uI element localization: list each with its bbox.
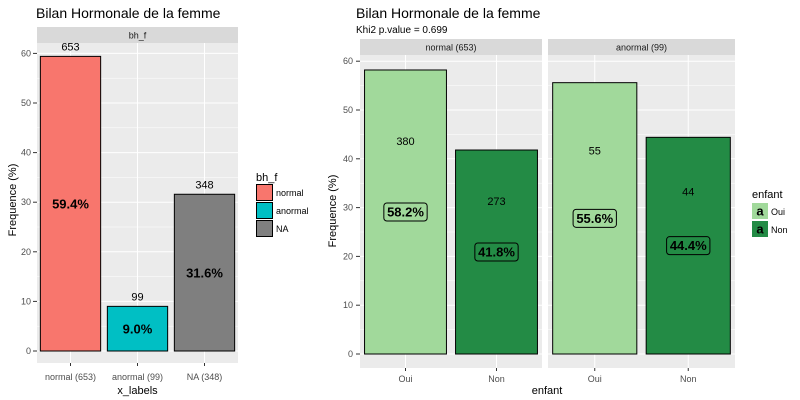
left-y-tick-label: 50 bbox=[21, 98, 31, 108]
left-title: Bilan Hormonale de la femme bbox=[36, 5, 221, 21]
left-legend-title: bh_f bbox=[256, 172, 278, 184]
left-x-ticks: normal (653) anormal (99) NA (348) bbox=[45, 363, 222, 382]
left-bar-pct-label: 31.6% bbox=[186, 266, 223, 281]
right-y-tick-label: 30 bbox=[343, 203, 353, 213]
right-bar-0-non-count-label: 273 bbox=[487, 196, 505, 208]
left-bar-1 bbox=[106, 305, 169, 352]
right-bar-1-oui bbox=[552, 82, 638, 355]
right-x-tick-label: Oui bbox=[398, 374, 412, 384]
right-y-tick-label: 0 bbox=[348, 349, 353, 359]
right-x-tick-label: Non bbox=[680, 374, 697, 384]
left-x-tick-label: NA (348) bbox=[187, 372, 223, 382]
right-bar-1-oui-count-label: 55 bbox=[589, 146, 601, 158]
right-legend-label: Non bbox=[771, 225, 788, 235]
left-x-tick-label: anormal (99) bbox=[112, 372, 163, 382]
left-legend-label: NA bbox=[276, 224, 289, 234]
left-y-ticks: 0 10 20 30 40 50 60 bbox=[21, 48, 37, 356]
right-subtitle: Khi2 p.value = 0.699 bbox=[356, 25, 448, 36]
right-y-axis-title: Frequence (%) bbox=[327, 175, 339, 248]
left-y-tick-label: 0 bbox=[26, 346, 31, 356]
left-legend-label: normal bbox=[276, 188, 304, 198]
left-bar-0 bbox=[39, 55, 102, 352]
right-bars: 380 58.2% 273 41.8% 55 55.6% 44 44.4% bbox=[364, 69, 731, 355]
right-y-tick-label: 10 bbox=[343, 300, 353, 310]
right-bar-1-oui-label-box bbox=[572, 208, 617, 228]
right-y-tick-label: 50 bbox=[343, 105, 353, 115]
left-x-tick-label: normal (653) bbox=[45, 372, 96, 382]
right-x-tick-label: Oui bbox=[588, 374, 602, 384]
left-legend-key-normal bbox=[256, 184, 273, 201]
left-y-tick-label: 10 bbox=[21, 296, 31, 306]
right-legend-title: enfant bbox=[752, 189, 783, 201]
left-legend: normal anormal NA bbox=[256, 184, 309, 237]
right-chart: Bilan Hormonale de la femme Khi2 p.value… bbox=[327, 5, 788, 397]
left-bar-count-label: 653 bbox=[61, 41, 79, 53]
right-facet-strip-anormal bbox=[548, 39, 735, 55]
right-y-tick-label: 40 bbox=[343, 154, 353, 164]
left-legend-key-na bbox=[256, 220, 273, 237]
right-facet-label-anormal: anormal (99) bbox=[616, 43, 667, 53]
right-bar-1-non bbox=[645, 136, 731, 355]
left-y-tick-label: 60 bbox=[21, 48, 31, 58]
right-bar-1-non-label-box bbox=[666, 236, 711, 256]
left-y-tick-label: 20 bbox=[21, 247, 31, 257]
right-title: Bilan Hormonale de la femme bbox=[356, 5, 541, 21]
right-bar-0-non-pct-label: 41.8% bbox=[478, 245, 515, 260]
right-bar-0-oui bbox=[364, 69, 447, 355]
right-bar-1-non-count-label: 44 bbox=[682, 186, 694, 198]
right-legend-label: Oui bbox=[771, 207, 785, 217]
right-bar-0-oui-count-label: 380 bbox=[396, 136, 414, 148]
right-y-tick-label: 20 bbox=[343, 251, 353, 261]
right-legend-key-glyph: a bbox=[756, 222, 764, 237]
left-y-tick-label: 40 bbox=[21, 148, 31, 158]
right-bar-0-non bbox=[455, 149, 538, 355]
right-y-tick-label: 60 bbox=[343, 56, 353, 66]
left-facet-strip bbox=[37, 27, 238, 43]
left-chart: Bilan Hormonale de la femme bh_f 0 10 20 30… bbox=[7, 5, 309, 397]
left-legend-key-anormal bbox=[256, 202, 273, 219]
left-bar-pct-label: 9.0% bbox=[123, 322, 153, 337]
left-legend-label: anormal bbox=[276, 206, 309, 216]
right-y-ticks: 0 10 20 30 40 50 60 bbox=[343, 56, 360, 359]
right-legend-key-glyph: a bbox=[756, 204, 764, 219]
left-x-axis-title: x_labels bbox=[117, 385, 158, 397]
left-y-axis-title: Frequence (%) bbox=[7, 164, 19, 237]
left-bar-count-label: 348 bbox=[195, 179, 213, 191]
right-bar-0-non-label-box bbox=[474, 242, 519, 262]
left-bars: 653 59.4% 99 9.0% 348 31.6% bbox=[39, 41, 236, 352]
right-bar-1-non-pct-label: 44.4% bbox=[670, 238, 707, 253]
left-facet-label: bh_f bbox=[129, 31, 147, 41]
right-x-axis-title: enfant bbox=[532, 385, 563, 397]
right-x-tick-label: Non bbox=[488, 374, 505, 384]
left-y-tick-label: 30 bbox=[21, 197, 31, 207]
right-bar-0-oui-pct-label: 58.2% bbox=[387, 204, 424, 219]
right-bar-0-oui-label-box bbox=[383, 202, 428, 222]
right-bar-1-oui-pct-label: 55.6% bbox=[576, 211, 613, 226]
right-legend-key-non bbox=[752, 221, 768, 237]
right-legend-key-oui bbox=[752, 203, 768, 219]
left-bar-count-label: 99 bbox=[131, 291, 143, 303]
right-facet-strip-normal bbox=[360, 39, 542, 55]
left-bar-pct-label: 59.4% bbox=[52, 197, 89, 212]
left-bar-2 bbox=[173, 193, 236, 352]
right-facet-label-normal: normal (653) bbox=[425, 43, 476, 53]
right-x-ticks: Oui Non Oui Non bbox=[398, 368, 697, 384]
